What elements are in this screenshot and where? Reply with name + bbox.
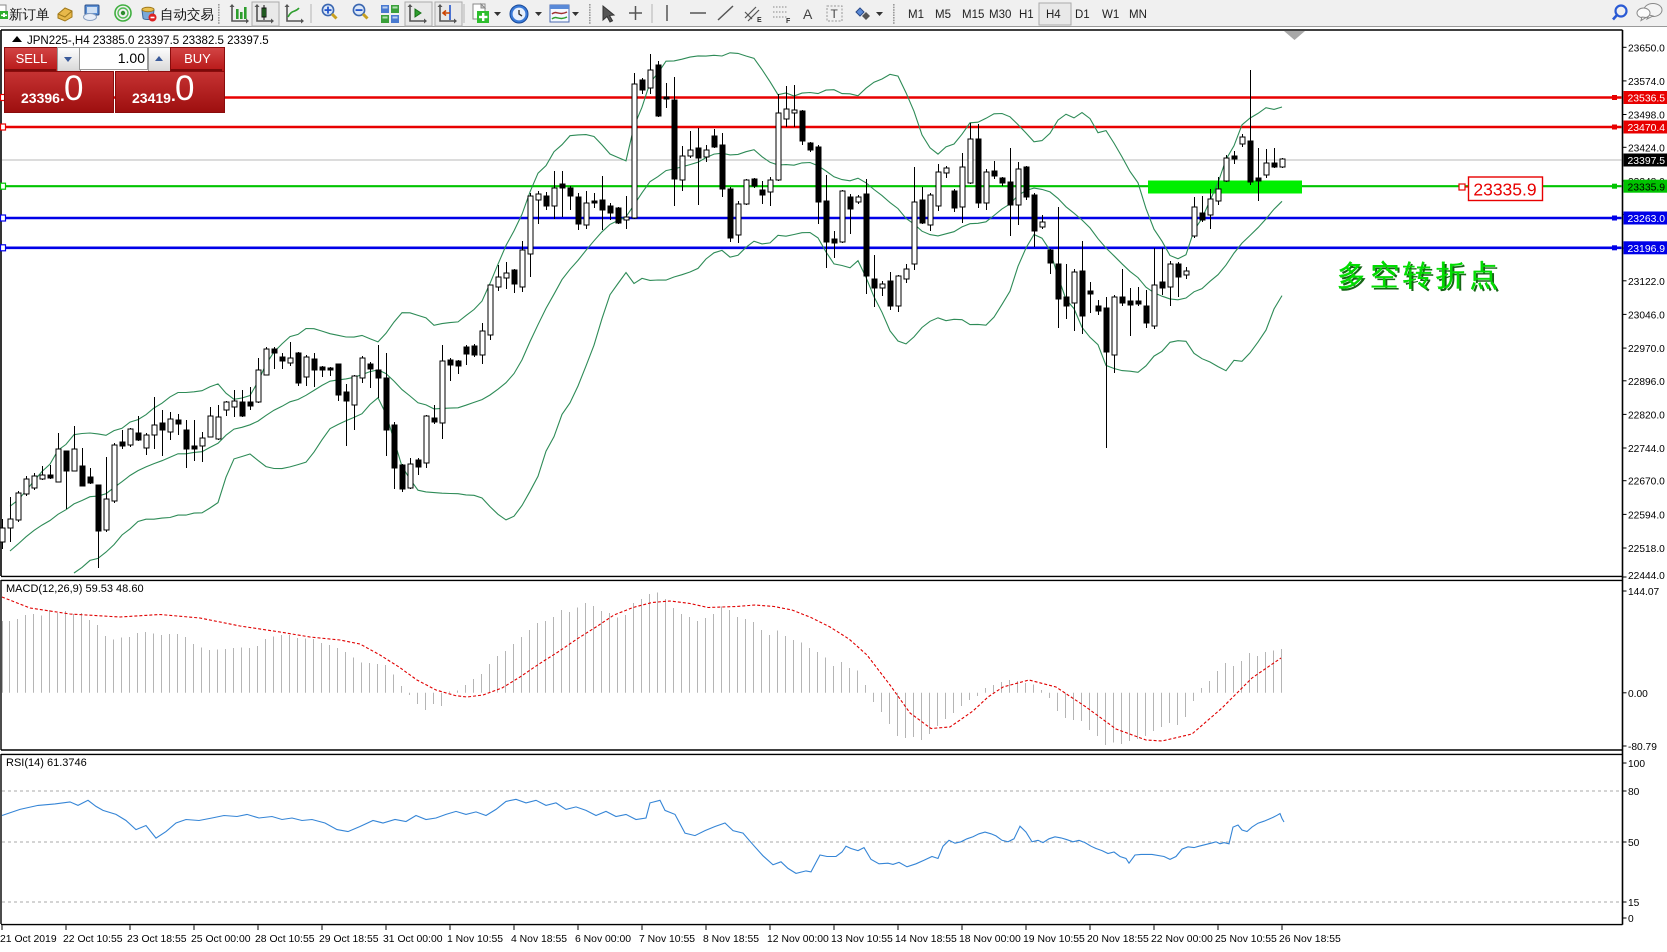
svg-text:23397.5: 23397.5 [1628, 156, 1666, 167]
svg-text:23335.9: 23335.9 [1628, 182, 1666, 193]
svg-text:M15: M15 [962, 9, 984, 21]
svg-text:15: 15 [1628, 898, 1640, 909]
svg-text:23650.0: 23650.0 [1628, 43, 1665, 54]
svg-text:M30: M30 [989, 9, 1011, 21]
svg-text:23 Oct 18:55: 23 Oct 18:55 [127, 934, 187, 945]
svg-text:JPN225-,H4 23385.0 23397.5 23: JPN225-,H4 23385.0 23397.5 23382.5 23397… [27, 35, 269, 47]
svg-text:22 Oct 10:55: 22 Oct 10:55 [63, 934, 123, 945]
svg-text:50: 50 [1628, 838, 1640, 849]
svg-text:80: 80 [1628, 787, 1640, 798]
svg-text:144.07: 144.07 [1628, 587, 1659, 598]
svg-text:23046.0: 23046.0 [1628, 310, 1665, 321]
svg-text:1 Nov 10:55: 1 Nov 10:55 [447, 934, 503, 945]
svg-text:22444.0: 22444.0 [1628, 571, 1665, 582]
svg-text:H1: H1 [1019, 9, 1034, 21]
svg-text:6 Nov 00:00: 6 Nov 00:00 [575, 934, 631, 945]
svg-text:23122.0: 23122.0 [1628, 277, 1665, 288]
svg-text:23470.4: 23470.4 [1628, 123, 1666, 134]
svg-text:RSI(14) 61.3746: RSI(14) 61.3746 [6, 757, 87, 769]
svg-text:13 Nov 10:55: 13 Nov 10:55 [831, 934, 893, 945]
svg-text:22820.0: 22820.0 [1628, 410, 1665, 421]
svg-text:D1: D1 [1075, 9, 1090, 21]
svg-text:20 Nov 18:55: 20 Nov 18:55 [1087, 934, 1149, 945]
svg-text:MACD(12,26,9) 59.53 48.60: MACD(12,26,9) 59.53 48.60 [6, 583, 144, 595]
svg-text:22670.0: 22670.0 [1628, 477, 1665, 488]
svg-text:0.00: 0.00 [1628, 689, 1648, 700]
svg-text:F: F [786, 18, 791, 25]
svg-text:8 Nov 18:55: 8 Nov 18:55 [703, 934, 759, 945]
svg-text:7 Nov 10:55: 7 Nov 10:55 [639, 934, 695, 945]
svg-text:28 Oct 10:55: 28 Oct 10:55 [255, 934, 315, 945]
svg-text:29 Oct 18:55: 29 Oct 18:55 [319, 934, 379, 945]
svg-text:M5: M5 [935, 9, 951, 21]
svg-text:23498.0: 23498.0 [1628, 111, 1665, 122]
svg-text:25 Oct 00:00: 25 Oct 00:00 [191, 934, 251, 945]
svg-text:0: 0 [1628, 914, 1634, 925]
svg-text:19 Nov 10:55: 19 Nov 10:55 [1023, 934, 1085, 945]
svg-text:31 Oct 00:00: 31 Oct 00:00 [383, 934, 443, 945]
svg-text:4 Nov 18:55: 4 Nov 18:55 [511, 934, 567, 945]
svg-text:26 Nov 18:55: 26 Nov 18:55 [1279, 934, 1341, 945]
svg-text:22 Nov 00:00: 22 Nov 00:00 [1151, 934, 1213, 945]
svg-text:23536.5: 23536.5 [1628, 94, 1666, 105]
svg-text:23196.9: 23196.9 [1628, 244, 1666, 255]
svg-text:22896.0: 22896.0 [1628, 377, 1665, 388]
svg-text:21 Oct 2019: 21 Oct 2019 [0, 934, 57, 945]
svg-text:22970.0: 22970.0 [1628, 344, 1665, 355]
svg-text:23335.9: 23335.9 [1473, 180, 1536, 200]
svg-text:12 Nov 00:00: 12 Nov 00:00 [767, 934, 829, 945]
svg-text:25 Nov 10:55: 25 Nov 10:55 [1215, 934, 1277, 945]
svg-text:H4: H4 [1046, 9, 1061, 21]
svg-text:22744.0: 22744.0 [1628, 444, 1665, 455]
svg-text:18 Nov 00:00: 18 Nov 00:00 [959, 934, 1021, 945]
svg-text:23263.0: 23263.0 [1628, 214, 1666, 225]
svg-text:100: 100 [1628, 759, 1645, 770]
svg-text:MN: MN [1129, 9, 1147, 21]
svg-text:T: T [831, 7, 839, 21]
svg-text:22594.0: 22594.0 [1628, 510, 1665, 521]
svg-text:M1: M1 [908, 9, 924, 21]
svg-text:23424.0: 23424.0 [1628, 143, 1665, 154]
svg-text:-80.79: -80.79 [1628, 742, 1657, 753]
svg-text:23574.0: 23574.0 [1628, 77, 1665, 88]
svg-text:22518.0: 22518.0 [1628, 544, 1665, 555]
svg-text:E: E [757, 17, 762, 24]
svg-text:W1: W1 [1102, 9, 1119, 21]
svg-text:A: A [803, 6, 813, 22]
svg-text:14 Nov 18:55: 14 Nov 18:55 [895, 934, 957, 945]
